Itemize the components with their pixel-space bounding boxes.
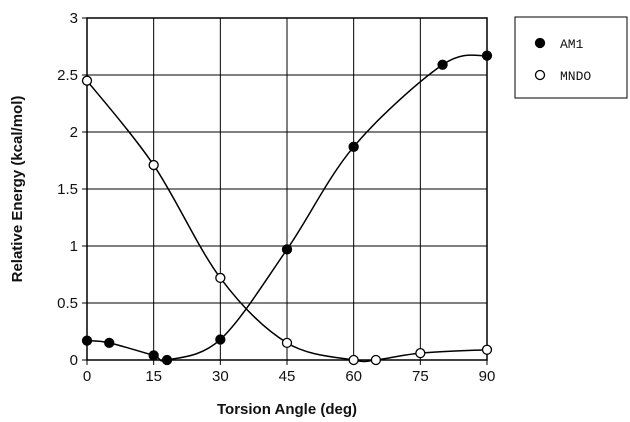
legend-marker-am1 xyxy=(534,37,546,49)
series-layer xyxy=(81,50,493,366)
data-point-mndo xyxy=(81,75,93,86)
y-tick-label: 2 xyxy=(70,124,78,141)
data-point-mndo xyxy=(481,344,493,355)
legend-label-am1: AM1 xyxy=(560,37,584,52)
x-tick-label: 75 xyxy=(412,368,429,385)
x-tick-label: 30 xyxy=(212,368,229,385)
data-point-am1 xyxy=(281,244,293,255)
data-point-mndo xyxy=(281,337,293,349)
legend-label-mndo: MNDO xyxy=(560,69,591,84)
data-point-am1 xyxy=(104,337,115,349)
data-point-am1 xyxy=(437,59,448,70)
y-tick-label: 0.5 xyxy=(57,295,78,312)
x-tick-label: 45 xyxy=(279,368,296,385)
data-point-am1 xyxy=(148,350,159,361)
x-tick-label: 0 xyxy=(83,368,91,385)
legend-box xyxy=(514,16,628,99)
y-axis-title: Relative Energy (kcal/mol) xyxy=(9,96,26,283)
y-tick-label: 3 xyxy=(70,10,78,27)
x-tick-label: 90 xyxy=(479,368,496,385)
data-point-mndo xyxy=(215,272,226,284)
data-point-am1 xyxy=(161,354,173,366)
data-point-mndo xyxy=(148,159,159,171)
data-point-am1 xyxy=(348,141,359,152)
legend-marker-mndo xyxy=(534,69,546,81)
series-line-am1 xyxy=(86,54,488,362)
y-tick-label: 0 xyxy=(70,352,78,369)
y-tick-label: 1 xyxy=(70,238,78,255)
data-point-am1 xyxy=(481,50,493,61)
grid-layer xyxy=(86,17,488,361)
legend: AM1 MNDO xyxy=(514,16,628,99)
x-tick-label: 60 xyxy=(345,368,362,385)
data-point-am1 xyxy=(215,334,226,345)
data-point-am1 xyxy=(81,335,93,346)
plot-frame xyxy=(86,17,488,361)
x-axis-title: Torsion Angle (deg) xyxy=(217,401,357,418)
y-tick-label: 1.5 xyxy=(57,181,78,198)
labels-layer: 0 15 30 45 60 75 90 0 0.5 1 1.5 2 2.5 3 xyxy=(57,10,495,385)
x-tick-label: 15 xyxy=(145,368,162,385)
data-point-mndo xyxy=(370,354,382,366)
data-point-mndo xyxy=(348,354,359,366)
data-point-mndo xyxy=(415,348,426,359)
y-tick-label: 2.5 xyxy=(57,67,78,84)
axes-layer xyxy=(82,17,488,365)
